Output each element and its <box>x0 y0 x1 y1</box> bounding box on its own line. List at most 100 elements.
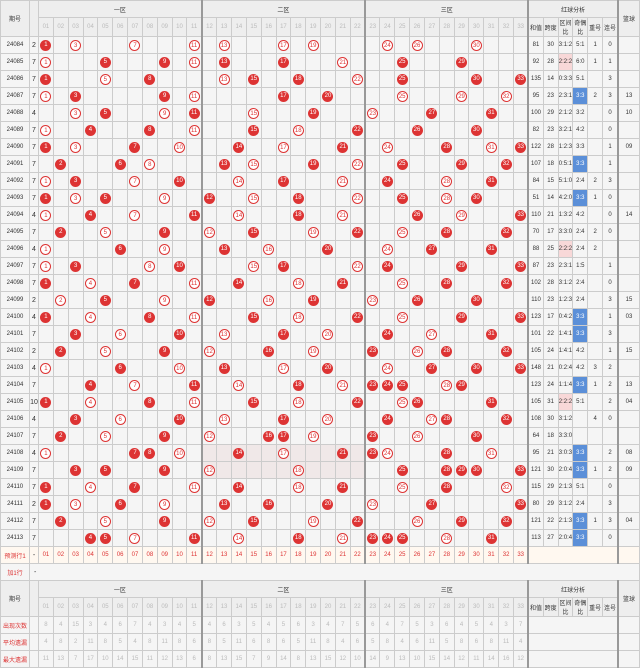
num-cell <box>231 156 246 173</box>
period-cell: 24109 <box>1 462 30 479</box>
num-cell <box>499 105 514 122</box>
num-cell <box>306 496 321 513</box>
add-row[interactable]: 加1行- <box>1 564 640 581</box>
predict-num[interactable]: 31 <box>484 547 499 564</box>
num-cell: 14 <box>231 173 246 190</box>
num-cell <box>68 309 83 326</box>
rep-cell <box>588 479 603 496</box>
num-cell <box>53 360 68 377</box>
hollow-ball: 4 <box>85 482 96 493</box>
num-cell <box>53 377 68 394</box>
predict-num[interactable]: 05 <box>98 547 113 564</box>
rep-cell <box>588 394 603 411</box>
num-cell <box>469 309 484 326</box>
predict-num[interactable]: 12 <box>202 547 217 564</box>
num-cell <box>68 377 83 394</box>
predict-num[interactable]: 33 <box>514 547 529 564</box>
predict-num[interactable]: 22 <box>350 547 365 564</box>
num-cell: 31 <box>484 173 499 190</box>
predict-num[interactable]: 23 <box>365 547 380 564</box>
predict-num[interactable]: 18 <box>291 547 306 564</box>
footer-val: 5 <box>410 617 425 634</box>
num-cell: 2 <box>53 224 68 241</box>
predict-num[interactable]: 30 <box>469 547 484 564</box>
predict-num[interactable]: 11 <box>187 547 202 564</box>
num-cell <box>128 71 143 88</box>
red-ball: 13 <box>219 57 230 68</box>
predict-num[interactable]: 20 <box>321 547 336 564</box>
oe-cell: 3:3 <box>573 88 588 105</box>
footer-val: 10 <box>350 651 365 668</box>
blue-cell <box>618 326 640 343</box>
predict-num[interactable]: 32 <box>499 547 514 564</box>
num-cell: 7 <box>128 479 143 496</box>
num-cell: 17 <box>276 445 291 462</box>
blue-cell: 10 <box>618 105 640 122</box>
predict-num[interactable]: 28 <box>439 547 454 564</box>
predict-num[interactable]: 07 <box>128 547 143 564</box>
predict-num[interactable]: 15 <box>246 547 261 564</box>
num-cell: 24 <box>380 173 395 190</box>
predict-num[interactable]: 13 <box>217 547 232 564</box>
predict-num[interactable]: 02 <box>53 547 68 564</box>
predict-num[interactable]: 27 <box>424 547 439 564</box>
num-cell: 24 <box>380 326 395 343</box>
hollow-ball: 13 <box>219 40 230 51</box>
num-cell <box>202 258 217 275</box>
num-cell <box>335 105 350 122</box>
predict-num[interactable]: 29 <box>454 547 469 564</box>
predict-num[interactable]: 08 <box>142 547 157 564</box>
red-ball: 19 <box>308 159 319 170</box>
footer-val: 3 <box>83 617 98 634</box>
period-cell: 24112 <box>1 513 30 530</box>
predict-num[interactable]: 16 <box>261 547 276 564</box>
predict-num[interactable]: 03 <box>68 547 83 564</box>
hollow-ball: 21 <box>337 176 348 187</box>
predict-num[interactable]: 04 <box>83 547 98 564</box>
predict-num[interactable]: 06 <box>113 547 128 564</box>
sum-cell: 135 <box>528 71 543 88</box>
num-cell <box>306 377 321 394</box>
red-ball: 31 <box>486 176 497 187</box>
predict-num[interactable]: 09 <box>157 547 172 564</box>
data-row: 241084178101417212324283195213:0:33:3208 <box>1 445 640 462</box>
ext-cell: 2 <box>30 343 39 360</box>
num-cell <box>98 139 113 156</box>
period-cell: 24105 <box>1 394 30 411</box>
footer-val: 11 <box>306 634 321 651</box>
num-cell <box>395 207 410 224</box>
num-cell: 1 <box>39 190 54 207</box>
predict-num[interactable]: 01 <box>39 547 54 564</box>
predict-num[interactable]: 25 <box>395 547 410 564</box>
hollow-ball: 16 <box>263 244 274 255</box>
zone2-header: 二区 <box>202 1 365 18</box>
zone-cell: 3:1:2 <box>558 496 573 513</box>
num-cell <box>395 360 410 377</box>
hollow-ball: 24 <box>382 363 393 374</box>
num-cell <box>335 156 350 173</box>
num-cell: 6 <box>113 326 128 343</box>
predict-num[interactable]: 19 <box>306 547 321 564</box>
span-cell: 21 <box>543 360 558 377</box>
predict-num[interactable]: 21 <box>335 547 350 564</box>
red-ball: 6 <box>115 244 126 255</box>
hollow-ball: 32 <box>501 91 512 102</box>
num-cell <box>469 207 484 224</box>
blue-cell <box>618 190 640 207</box>
predict-num[interactable]: 26 <box>410 547 425 564</box>
num-cell <box>157 326 172 343</box>
predict-num[interactable]: 14 <box>231 547 246 564</box>
hollow-ball: 9 <box>159 499 170 510</box>
footer-val: 6 <box>350 634 365 651</box>
predict-num[interactable]: 24 <box>380 547 395 564</box>
predict-num[interactable]: 17 <box>276 547 291 564</box>
hollow-ball: 11 <box>189 125 200 136</box>
red-ball: 30 <box>471 363 482 374</box>
num-cell <box>157 71 172 88</box>
predict-num[interactable]: 10 <box>172 547 187 564</box>
ext-cell: 7 <box>30 156 39 173</box>
predict-row[interactable]: 预测行1-01020304050607080910111213141516171… <box>1 547 640 564</box>
num-cell: 1 <box>39 54 54 71</box>
num-cell <box>113 54 128 71</box>
num-cell <box>187 428 202 445</box>
